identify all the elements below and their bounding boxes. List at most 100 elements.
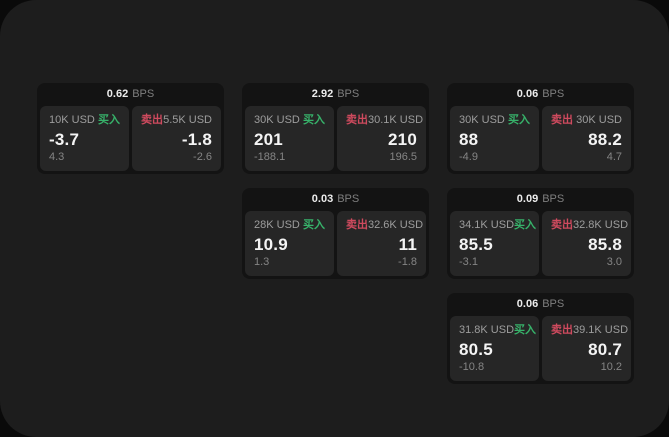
bps-unit-label: BPS	[337, 193, 360, 205]
spread-value: 0.03	[311, 193, 334, 205]
sell-tag: 卖出	[346, 219, 368, 231]
quote-panels: 10K USD 买入 -3.7 4.3 卖出 5.5K USD -1.8 -2.…	[37, 106, 224, 174]
buy-size-label: 31.8K USD	[459, 324, 515, 336]
sell-tag: 卖出	[346, 114, 368, 126]
buy-top-row: 34.1K USD 买入	[459, 219, 536, 232]
sell-panel[interactable]: 卖出 30K USD 88.2 4.7	[542, 106, 631, 171]
quote-card: 0.62 BPS 10K USD 买入 -3.7 4.3 卖出 5.5K USD…	[37, 83, 224, 174]
spread-header: 0.09 BPS	[447, 188, 634, 211]
bps-unit-label: BPS	[542, 88, 565, 100]
sell-delta: 196.5	[389, 151, 417, 163]
sell-price: -1.8	[181, 130, 212, 149]
quote-card: 0.09 BPS 34.1K USD 买入 85.5 -3.1 卖出 32.8K…	[447, 188, 634, 279]
sell-delta: 4.7	[606, 151, 622, 163]
buy-size-label: 30K USD	[254, 114, 300, 126]
buy-size-label: 34.1K USD	[459, 219, 515, 231]
quote-card: 2.92 BPS 30K USD 买入 201 -188.1 卖出 30.1K …	[242, 83, 429, 174]
buy-top-row: 30K USD 买入	[254, 114, 325, 127]
buy-size-label: 10K USD	[49, 114, 95, 126]
sell-tag: 卖出	[551, 324, 573, 336]
buy-price: 10.9	[254, 235, 288, 254]
buy-tag: 买入	[514, 219, 537, 231]
buy-delta: -10.8	[459, 361, 485, 373]
bps-unit-label: BPS	[132, 88, 155, 100]
sell-panel[interactable]: 卖出 39.1K USD 80.7 10.2	[542, 316, 631, 381]
spread-value: 0.06	[516, 298, 539, 310]
sell-top-row: 卖出 30.1K USD	[346, 114, 423, 127]
sell-delta: 10.2	[600, 361, 622, 373]
spread-header: 0.06 BPS	[447, 83, 634, 106]
buy-panel[interactable]: 30K USD 买入 201 -188.1	[245, 106, 334, 171]
buy-panel[interactable]: 28K USD 买入 10.9 1.3	[245, 211, 334, 276]
sell-tag: 卖出	[551, 219, 573, 231]
buy-delta: 1.3	[254, 256, 270, 268]
spread-header: 2.92 BPS	[242, 83, 429, 106]
sell-price: 80.7	[588, 340, 622, 359]
buy-price: 80.5	[459, 340, 493, 359]
buy-price: 85.5	[459, 235, 493, 254]
buy-tag: 买入	[514, 324, 537, 336]
buy-top-row: 10K USD 买入	[49, 114, 120, 127]
buy-top-row: 31.8K USD 买入	[459, 324, 536, 337]
sell-panel[interactable]: 卖出 32.6K USD 11 -1.8	[337, 211, 426, 276]
sell-price: 88.2	[588, 130, 622, 149]
sell-top-row: 卖出 30K USD	[551, 114, 622, 127]
buy-price: 88	[459, 130, 479, 149]
buy-tag: 买入	[98, 114, 120, 126]
buy-delta: -3.1	[459, 256, 478, 268]
buy-delta: 4.3	[49, 151, 65, 163]
sell-top-row: 卖出 32.8K USD	[551, 219, 628, 232]
buy-top-row: 30K USD 买入	[459, 114, 530, 127]
quote-panels: 30K USD 买入 88 -4.9 卖出 30K USD 88.2 4.7	[447, 106, 634, 174]
buy-top-row: 28K USD 买入	[254, 219, 325, 232]
quote-panels: 31.8K USD 买入 80.5 -10.8 卖出 39.1K USD 80.…	[447, 316, 634, 384]
sell-price: 85.8	[588, 235, 622, 254]
buy-delta: -188.1	[254, 151, 286, 163]
buy-panel[interactable]: 34.1K USD 买入 85.5 -3.1	[450, 211, 539, 276]
quote-card: 0.06 BPS 31.8K USD 买入 80.5 -10.8 卖出 39.1…	[447, 293, 634, 384]
buy-price: 201	[254, 130, 283, 149]
quote-card: 0.03 BPS 28K USD 买入 10.9 1.3 卖出 32.6K US…	[242, 188, 429, 279]
quote-panels: 28K USD 买入 10.9 1.3 卖出 32.6K USD 11 -1.8	[242, 211, 429, 279]
sell-price: 210	[388, 130, 417, 149]
spread-header: 0.62 BPS	[37, 83, 224, 106]
sell-size-label: 32.8K USD	[573, 219, 629, 231]
quote-card: 0.06 BPS 30K USD 买入 88 -4.9 卖出 30K USD 8…	[447, 83, 634, 174]
sell-panel[interactable]: 卖出 32.8K USD 85.8 3.0	[542, 211, 631, 276]
buy-size-label: 28K USD	[254, 219, 300, 231]
buy-delta: -4.9	[459, 151, 478, 163]
spread-value: 0.62	[106, 88, 129, 100]
buy-tag: 买入	[303, 219, 325, 231]
sell-top-row: 卖出 32.6K USD	[346, 219, 423, 232]
sell-size-label: 39.1K USD	[573, 324, 629, 336]
spread-value: 0.09	[516, 193, 539, 205]
sell-delta: -1.8	[398, 256, 417, 268]
sell-top-row: 卖出 5.5K USD	[141, 114, 212, 127]
sell-price: 11	[398, 235, 417, 254]
spread-header: 0.03 BPS	[242, 188, 429, 211]
buy-panel[interactable]: 31.8K USD 买入 80.5 -10.8	[450, 316, 539, 381]
buy-tag: 买入	[303, 114, 325, 126]
bps-unit-label: BPS	[337, 88, 360, 100]
sell-tag: 卖出	[141, 114, 163, 126]
buy-price: -3.7	[49, 130, 80, 149]
sell-panel[interactable]: 卖出 5.5K USD -1.8 -2.6	[132, 106, 221, 171]
buy-tag: 买入	[508, 114, 530, 126]
sell-size-label: 32.6K USD	[368, 219, 424, 231]
spread-value: 0.06	[516, 88, 539, 100]
sell-size-label: 30.1K USD	[368, 114, 424, 126]
sell-delta: 3.0	[606, 256, 622, 268]
spread-header: 0.06 BPS	[447, 293, 634, 316]
sell-size-label: 30K USD	[576, 114, 622, 126]
buy-size-label: 30K USD	[459, 114, 505, 126]
sell-panel[interactable]: 卖出 30.1K USD 210 196.5	[337, 106, 426, 171]
quote-panels: 30K USD 买入 201 -188.1 卖出 30.1K USD 210 1…	[242, 106, 429, 174]
buy-panel[interactable]: 30K USD 买入 88 -4.9	[450, 106, 539, 171]
buy-panel[interactable]: 10K USD 买入 -3.7 4.3	[40, 106, 129, 171]
quote-panels: 34.1K USD 买入 85.5 -3.1 卖出 32.8K USD 85.8…	[447, 211, 634, 279]
sell-top-row: 卖出 39.1K USD	[551, 324, 628, 337]
sell-delta: -2.6	[193, 151, 212, 163]
bps-unit-label: BPS	[542, 298, 565, 310]
